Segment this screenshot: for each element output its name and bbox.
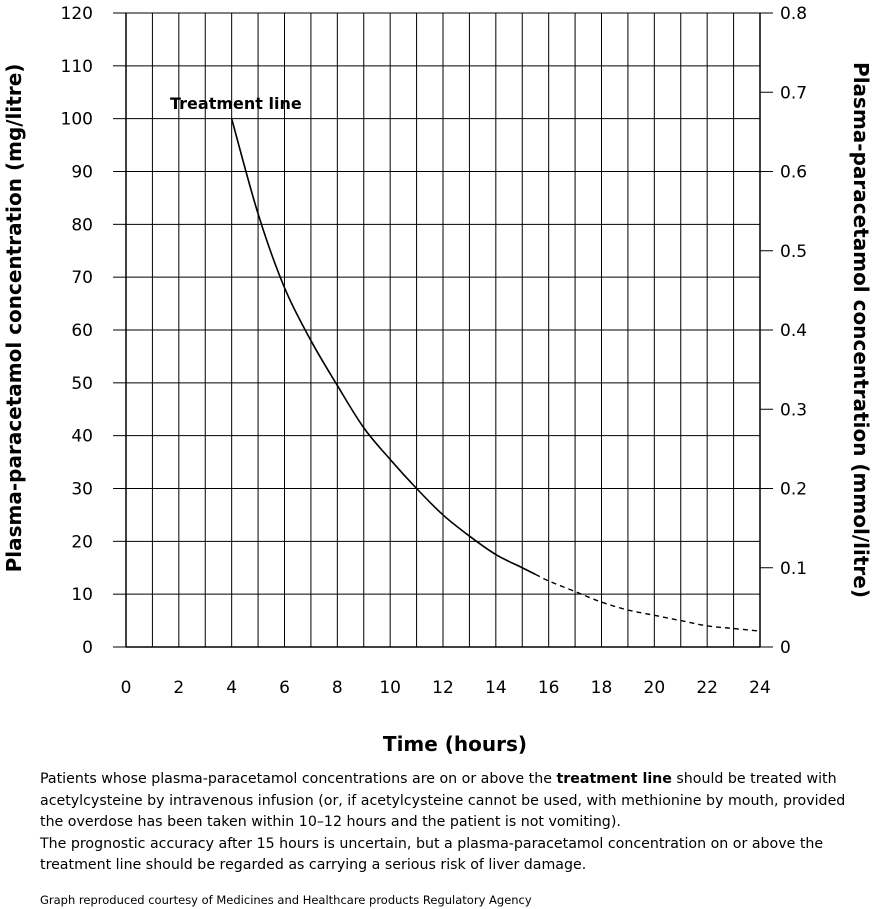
credit-line: Graph reproduced courtesy of Medicines a… [40,893,532,907]
x-tick-label: 14 [485,678,507,698]
right-tick-label: 0.1 [780,559,807,579]
left-tick-label: 50 [71,374,93,394]
left-tick-label: 60 [71,321,93,341]
x-tick-label: 0 [121,678,132,698]
caption-bold-term: treatment line [556,771,672,787]
right-tick-label: 0.7 [780,83,807,103]
right-tick-label: 0 [780,638,791,658]
x-tick-label: 12 [432,678,454,698]
x-tick-label: 2 [173,678,184,698]
caption: Patients whose plasma-paracetamol concen… [40,769,855,877]
x-tick-label: 24 [749,678,771,698]
left-tick-label: 110 [61,57,93,77]
x-tick-label: 20 [644,678,666,698]
right-tick-label: 0.8 [780,4,807,24]
x-tick-label: 22 [696,678,718,698]
x-tick-label: 8 [332,678,343,698]
x-tick-label: 4 [226,678,237,698]
right-tick-label: 0.6 [780,163,807,183]
right-tick-label: 0.5 [780,242,807,262]
caption-paragraph-2: The prognostic accuracy after 15 hours i… [40,835,824,874]
series-layer [230,118,761,632]
left-tick-label: 80 [71,215,93,235]
left-tick-label: 0 [82,638,93,658]
treatment-line-solid [230,118,536,576]
right-tick-label: 0.4 [780,321,807,341]
right-y-axis: 0 0.1 0.2 0.3 0.4 0.5 0.6 0.7 0.8 [760,4,807,658]
left-tick-label: 30 [71,480,93,500]
left-tick-label: 10 [71,585,93,605]
left-tick-label: 40 [71,427,93,447]
x-axis: 0 2 4 6 8 10 12 14 16 18 20 22 24 [121,678,771,698]
left-tick-label: 70 [71,268,93,288]
treatment-line-dashed [535,573,761,632]
treatment-line-label: Treatment line [170,94,302,113]
x-axis-title: Time (hours) [383,732,527,756]
left-tick-label: 120 [61,4,93,24]
left-y-axis-title: Plasma-paracetamol concentration (mg/lit… [2,64,26,573]
left-tick-label: 100 [61,110,93,130]
left-tick-label: 20 [71,532,93,552]
x-tick-label: 10 [379,678,401,698]
x-tick-label: 6 [279,678,290,698]
right-tick-label: 0.3 [780,400,807,420]
right-tick-label: 0.2 [780,480,807,500]
x-tick-label: 16 [538,678,560,698]
caption-paragraph-1: Patients whose plasma-paracetamol concen… [40,769,855,834]
x-tick-label: 18 [591,678,613,698]
grid [126,12,760,647]
left-y-axis: 0 10 20 30 40 50 60 70 80 90 100 110 120 [61,4,126,658]
caption-text: Patients whose plasma-paracetamol concen… [40,771,557,787]
left-tick-label: 90 [71,163,93,183]
caption-text: should be treated with acetylcysteine by… [40,771,846,830]
right-y-axis-title: Plasma-paracetamol concentration (mmol/l… [849,62,873,598]
